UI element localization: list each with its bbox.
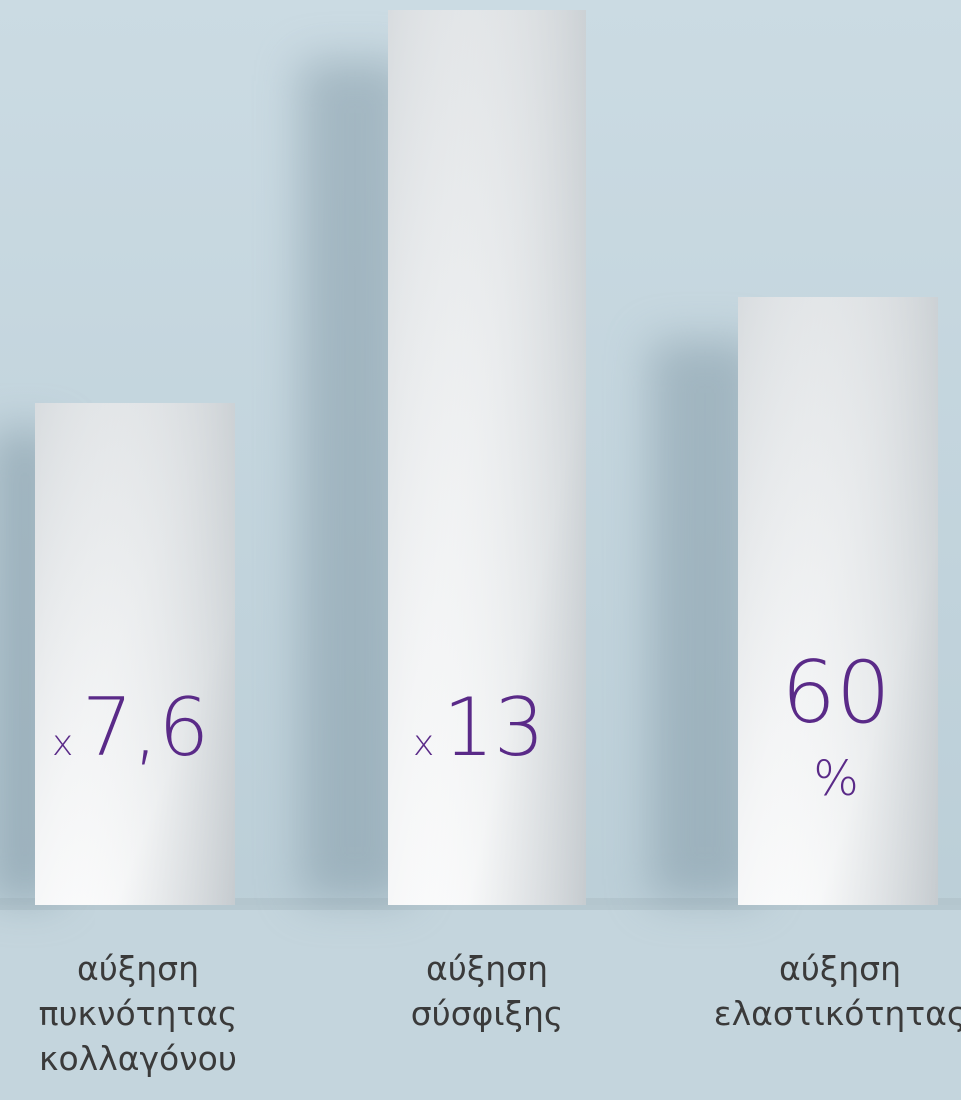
value: 7,6 [82, 681, 209, 774]
label: κολλαγόνου [39, 1039, 237, 1078]
label: αύξηση [77, 949, 199, 988]
label: πυκνότητας [39, 994, 238, 1033]
value: 13 [443, 681, 545, 774]
value-prefix: x [52, 723, 73, 764]
value-unit: % [813, 751, 859, 807]
bar-shade [35, 403, 235, 905]
value-prefix: x [413, 723, 434, 764]
label: ελαστικότητας [714, 994, 961, 1033]
label: αύξηση [779, 949, 901, 988]
value: 60 [781, 643, 890, 743]
bar-shade [388, 10, 586, 905]
bar-shade [738, 297, 938, 905]
label: αύξηση [426, 949, 548, 988]
floor [0, 905, 961, 1100]
label: σύσφιξης [411, 994, 564, 1033]
